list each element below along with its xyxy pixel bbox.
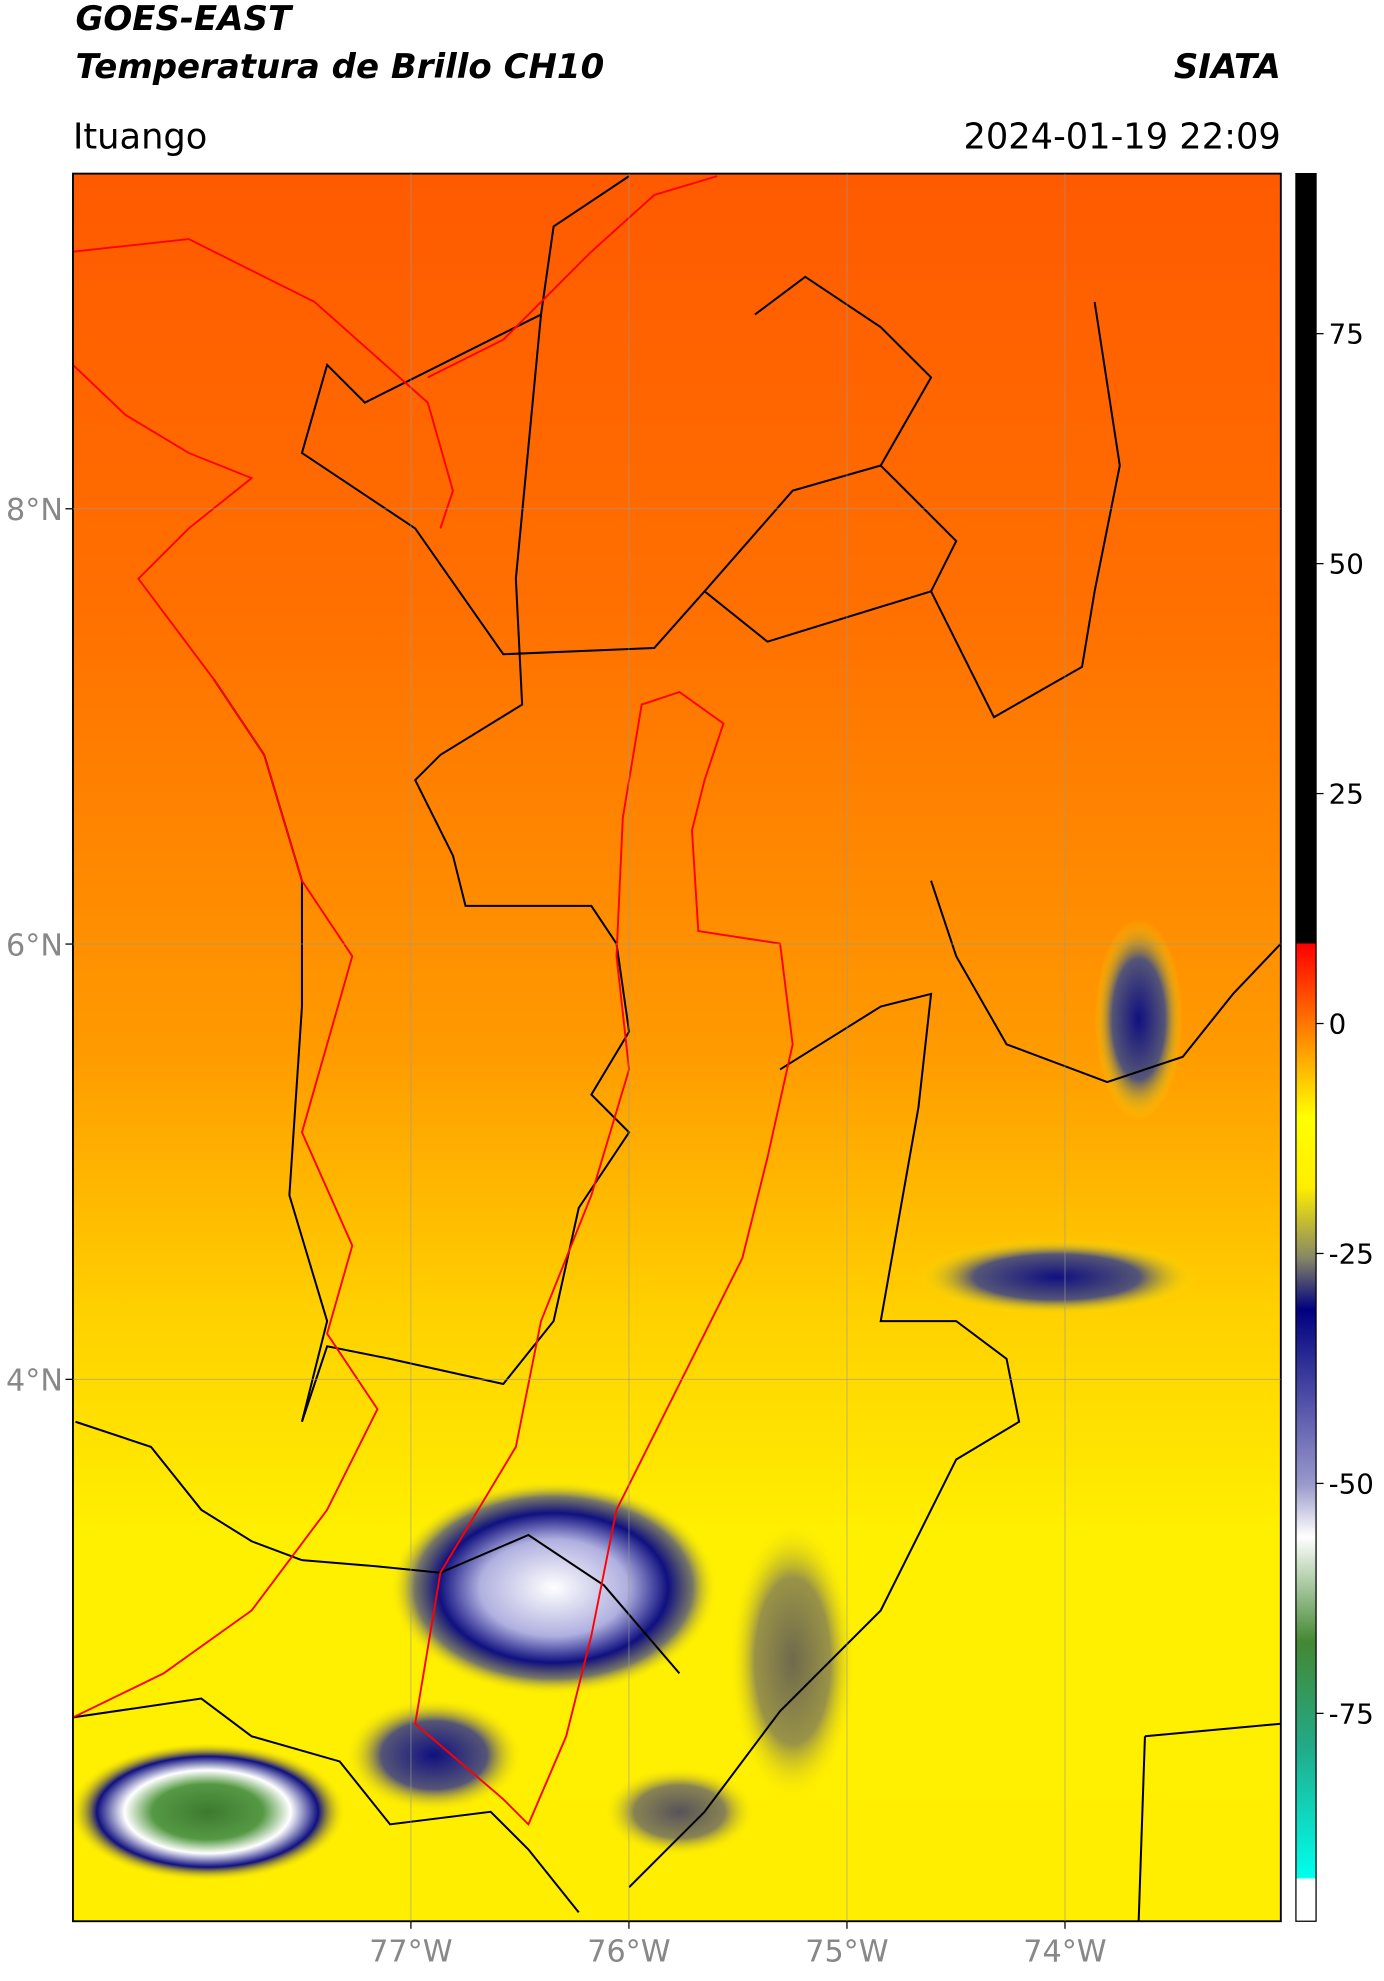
colorbar <box>1295 172 1317 1922</box>
y-tick-label: 8°N <box>6 493 63 528</box>
colorbar-tick-label: 25 <box>1329 778 1364 811</box>
x-tick-label: 77°W <box>369 1934 452 1969</box>
colorbar-tick-label: -75 <box>1329 1697 1374 1730</box>
datetime: 2024-01-19 22:09 <box>963 116 1280 157</box>
colorbar-tick-label: 75 <box>1329 318 1364 351</box>
map-frame <box>72 172 1282 1923</box>
colorbar-tick-label: -50 <box>1329 1467 1374 1500</box>
title-line-2: Temperatura de Brillo CH10 <box>75 47 604 87</box>
map-image <box>72 173 1281 1922</box>
x-tick-label: 76°W <box>587 1934 670 1969</box>
x-tick-label: 74°W <box>1023 1934 1106 1969</box>
source: SIATA <box>1174 47 1281 87</box>
y-tick-label: 4°N <box>6 1364 63 1399</box>
location: Ituango <box>73 116 207 157</box>
colorbar-tick-label: 50 <box>1329 548 1364 581</box>
title-line-1: GOES-EAST <box>75 0 293 39</box>
x-tick-label: 75°W <box>805 1934 888 1969</box>
colorbar-tick-label: 0 <box>1329 1008 1347 1041</box>
y-tick-label: 6°N <box>6 928 63 963</box>
colorbar-tick-label: -25 <box>1329 1238 1374 1271</box>
